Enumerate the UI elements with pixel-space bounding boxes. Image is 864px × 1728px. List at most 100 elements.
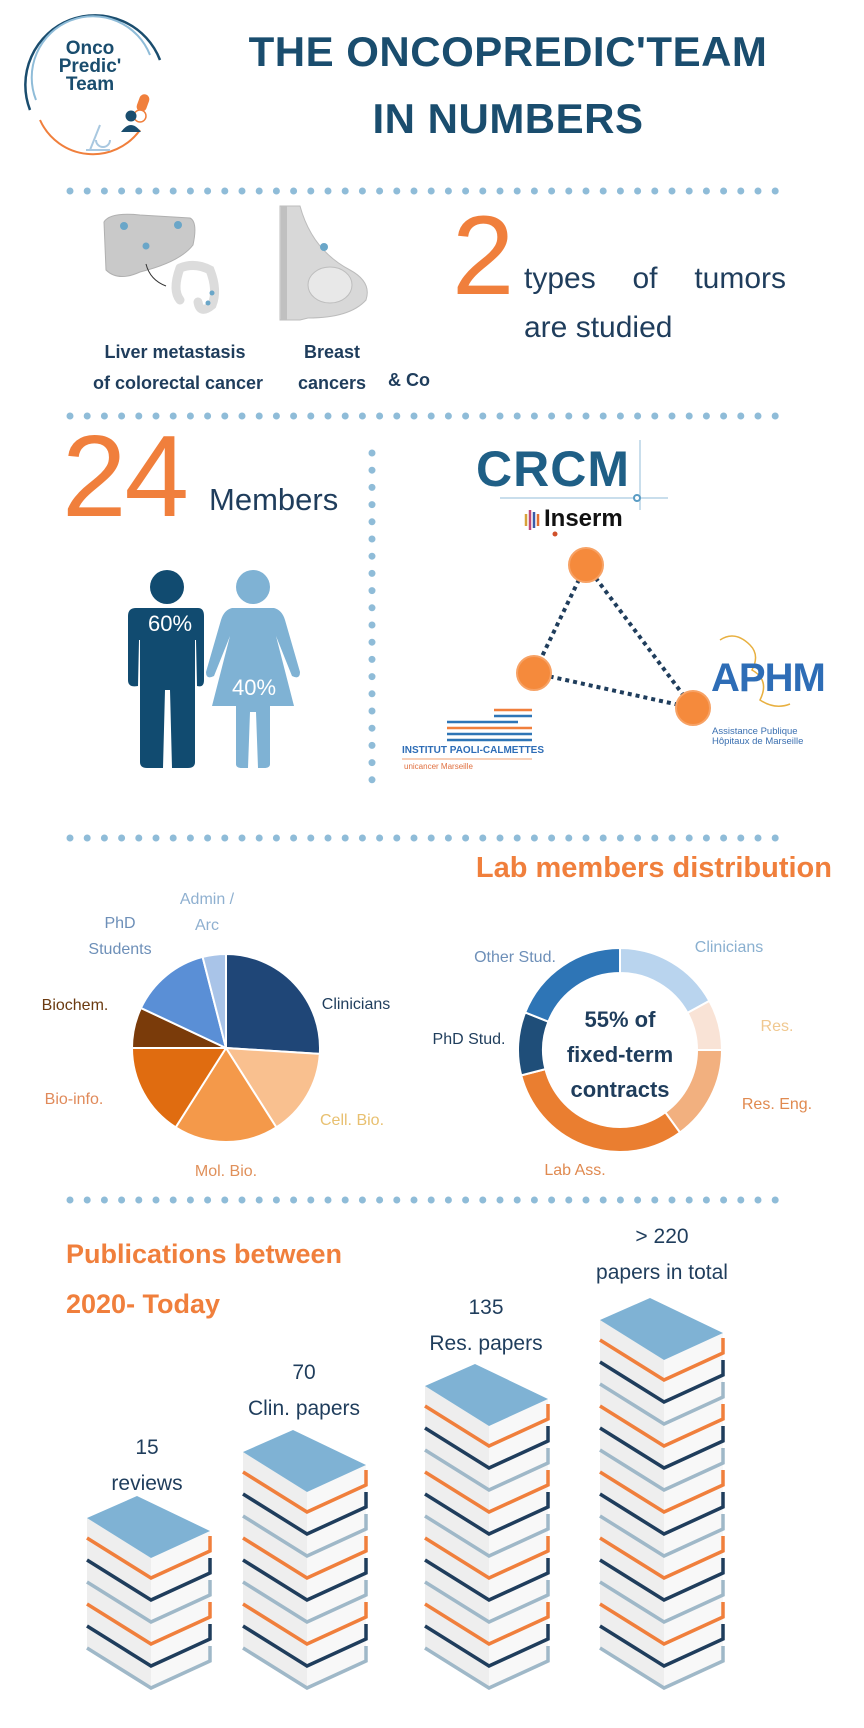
pie-label-phd-students: PhD Students — [88, 915, 152, 958]
stack-label-clin: 70 Clin. papers — [248, 1355, 360, 1427]
book — [424, 1430, 550, 1492]
crcm-logo: CRCM — [476, 441, 630, 497]
book — [242, 1628, 368, 1690]
tumor-count: 2 — [452, 193, 515, 318]
book — [599, 1606, 725, 1668]
pie-label-clinicians: Clinicians — [321, 996, 391, 1013]
pie-slice-phd-students — [139, 955, 228, 1050]
pie-slice-admin-arc — [201, 952, 227, 1049]
inserm-logo: Inserm — [544, 505, 623, 532]
page-title-line-1: THE ONCOPREDIC'TEAM — [248, 28, 768, 75]
donut-segment-other-stud — [523, 946, 621, 1023]
aphm-subtitle-2: Hôpitaux de Marseille — [712, 736, 804, 747]
book — [242, 1518, 368, 1580]
liver-colon-illustration — [103, 213, 220, 314]
book — [599, 1408, 725, 1470]
book — [242, 1540, 368, 1602]
stack-label-total: > 220 papers in total — [596, 1219, 728, 1291]
donut-label-other-stud: Other Stud. — [474, 949, 556, 966]
book — [86, 1562, 212, 1624]
book — [242, 1474, 368, 1536]
donut-label-phd-stud: PhD Stud. — [432, 1031, 506, 1048]
book — [599, 1474, 725, 1536]
aphm-logo: APHM — [711, 656, 826, 700]
book — [599, 1452, 725, 1514]
stack-value: 135 — [468, 1296, 504, 1319]
book — [424, 1474, 550, 1536]
book — [599, 1518, 725, 1580]
aphm-bird-icon — [719, 635, 791, 707]
logo: Onco Predic' Team — [50, 38, 130, 95]
pie-label-admin: Admin / Arc — [179, 891, 235, 934]
pie-label-mol-bio: Mol. Bio. — [194, 1163, 258, 1180]
publications-title-1: Publications between — [66, 1239, 343, 1269]
stack-label-reviews: 15 reviews — [111, 1430, 182, 1502]
stack-label-res: 135 Res. papers — [429, 1290, 542, 1362]
book — [86, 1606, 212, 1668]
book — [242, 1452, 368, 1514]
breast-label-1: Breast — [303, 342, 361, 362]
donut-center-text: 55% of fixed-term contracts — [540, 1002, 700, 1107]
book — [424, 1386, 550, 1448]
book — [424, 1496, 550, 1558]
stack-caption: Clin. papers — [247, 1397, 361, 1420]
ipc-logo: INSTITUT PAOLI-CALMETTES — [402, 745, 545, 756]
book-top-cover — [243, 1430, 366, 1492]
book — [424, 1606, 550, 1668]
book — [424, 1452, 550, 1514]
book — [86, 1518, 212, 1580]
book — [599, 1320, 725, 1382]
pie-label-bio-info: Bio-info. — [44, 1091, 104, 1108]
members-label: Members — [209, 482, 339, 517]
breast-label-2: cancers — [297, 373, 367, 393]
book — [242, 1606, 368, 1668]
book — [599, 1496, 725, 1558]
pie-label-biochem: Biochem. — [41, 997, 109, 1014]
book — [599, 1386, 725, 1448]
book — [242, 1562, 368, 1624]
tumor-text-line-2: are studied — [524, 311, 673, 344]
book-stack-1 — [86, 1496, 212, 1690]
book — [242, 1584, 368, 1646]
book — [599, 1430, 725, 1492]
logo-line-2: Predic' — [58, 56, 122, 77]
pie-slice-clinicians — [225, 952, 321, 1055]
book — [599, 1562, 725, 1624]
aphm-subtitle: Assistance Publique Hôpitaux de Marseill… — [712, 727, 803, 747]
publications-title-2: 2020- Today — [66, 1289, 221, 1319]
distribution-title: Lab members distribution — [475, 852, 832, 884]
donut-center-line-1: 55% of — [584, 1007, 656, 1032]
book-stack-2 — [242, 1430, 368, 1690]
partner-network-icon — [516, 547, 711, 726]
donut-label-res: Res. — [760, 1018, 794, 1035]
stack-caption: Res. papers — [429, 1332, 543, 1355]
book-top-cover — [87, 1496, 210, 1558]
book — [599, 1540, 725, 1602]
member-count: 24 — [62, 411, 189, 541]
pie-slice-mol-bio — [174, 1046, 278, 1144]
book — [599, 1342, 725, 1404]
stack-caption: reviews — [111, 1472, 183, 1495]
book — [424, 1540, 550, 1602]
book — [242, 1496, 368, 1558]
other-tumors-label: & Co — [388, 370, 430, 390]
donut-label-res-eng: Res. Eng. — [741, 1096, 813, 1113]
logo-line-3: Team — [65, 74, 115, 95]
book — [86, 1628, 212, 1690]
book — [599, 1584, 725, 1646]
pie-slice-bio-info — [130, 1047, 228, 1129]
ipc-logo-decor — [402, 708, 532, 760]
pie-chart — [130, 952, 321, 1144]
book — [424, 1584, 550, 1646]
donut-center-line-3: contracts — [570, 1077, 670, 1102]
donut-label-lab-ass: Lab Ass. — [544, 1162, 606, 1179]
book-top-cover — [425, 1364, 548, 1426]
book-stack-3 — [424, 1364, 550, 1690]
breast-illustration — [279, 205, 368, 321]
logo-line-1: Onco — [65, 38, 115, 59]
ipc-subtitle: unicancer Marseille — [404, 762, 473, 771]
male-percentage: 60% — [147, 611, 193, 636]
book-top-cover — [600, 1298, 723, 1360]
book — [86, 1584, 212, 1646]
